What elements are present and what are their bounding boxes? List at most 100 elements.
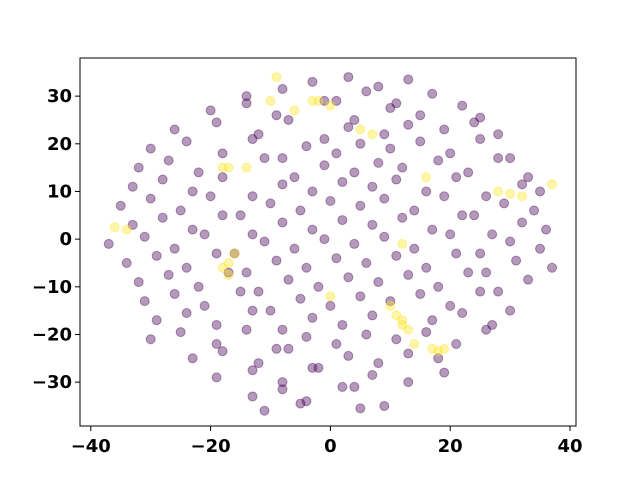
scatter-point <box>337 319 348 330</box>
scatter-point <box>403 119 414 130</box>
x-tick-label: −40 <box>71 436 111 457</box>
scatter-point <box>373 358 384 369</box>
scatter-point <box>277 377 288 388</box>
scatter-point <box>487 319 498 330</box>
scatter-point <box>469 210 480 221</box>
scatter-point <box>247 365 258 376</box>
scatter-point <box>223 267 234 278</box>
scatter-point <box>433 281 444 292</box>
scatter-point <box>235 286 246 297</box>
scatter-point <box>295 293 306 304</box>
scatter-point <box>325 300 336 311</box>
scatter-point <box>241 267 252 278</box>
scatter-point <box>109 222 120 233</box>
scatter-point <box>331 339 342 350</box>
scatter-point <box>235 210 246 221</box>
scatter-point <box>427 224 438 235</box>
scatter-point <box>337 381 348 392</box>
scatter-point <box>343 350 354 361</box>
scatter-point <box>427 343 438 354</box>
scatter-point <box>403 324 414 335</box>
scatter-point <box>199 229 210 240</box>
scatter-point <box>277 384 288 395</box>
scatter-point <box>523 172 534 183</box>
scatter-point <box>283 343 294 354</box>
scatter-point <box>397 212 408 223</box>
scatter-point <box>535 186 546 197</box>
scatter-point <box>475 286 486 297</box>
scatter-point <box>337 176 348 187</box>
scatter-point <box>373 277 384 288</box>
scatter-point <box>337 215 348 226</box>
scatter-point <box>169 124 180 135</box>
scatter-point <box>151 315 162 326</box>
scatter-point <box>475 134 486 145</box>
scatter-point <box>259 153 270 164</box>
scatter-point <box>121 257 132 268</box>
scatter-point <box>409 243 420 254</box>
scatter-point <box>445 148 456 159</box>
scatter-point <box>259 236 270 247</box>
x-tick-label: 20 <box>438 436 463 457</box>
scatter-point <box>415 110 426 121</box>
scatter-point <box>409 339 420 350</box>
scatter-point <box>493 286 504 297</box>
scatter-point <box>481 324 492 335</box>
scatter-point <box>469 117 480 128</box>
scatter-point <box>217 148 228 159</box>
scatter-point <box>367 129 378 140</box>
scatter-point <box>247 229 258 240</box>
scatter-point <box>283 114 294 125</box>
scatter-point <box>505 236 516 247</box>
scatter-point <box>289 172 300 183</box>
scatter-point <box>133 277 144 288</box>
scatter-point <box>361 329 372 340</box>
scatter-point <box>475 248 486 259</box>
scatter-point <box>307 186 318 197</box>
scatter-point <box>385 300 396 311</box>
scatter-point <box>301 331 312 342</box>
scatter-point <box>439 367 450 378</box>
scatter-point <box>433 346 444 357</box>
scatter-point <box>445 229 456 240</box>
scatter-point <box>181 308 192 319</box>
scatter-point <box>139 231 150 242</box>
scatter-point <box>121 224 132 235</box>
scatter-point <box>475 112 486 123</box>
scatter-point <box>277 217 288 228</box>
scatter-point <box>181 262 192 273</box>
scatter-point <box>265 95 276 106</box>
scatter-point <box>349 238 360 249</box>
scatter-point <box>169 288 180 299</box>
scatter-point <box>283 274 294 285</box>
scatter-point <box>307 224 318 235</box>
scatter-point <box>361 257 372 268</box>
scatter-point <box>457 308 468 319</box>
scatter-point <box>439 124 450 135</box>
y-tick-label: 10 <box>47 181 72 202</box>
scatter-point <box>271 255 282 266</box>
scatter-point <box>391 310 402 321</box>
scatter-point <box>463 167 474 178</box>
scatter-point <box>211 248 222 259</box>
scatter-point <box>349 381 360 392</box>
scatter-point <box>319 160 330 171</box>
y-tick-label: 20 <box>47 134 72 155</box>
scatter-point <box>169 243 180 254</box>
scatter-point <box>349 167 360 178</box>
scatter-point <box>241 98 252 109</box>
scatter-point <box>223 257 234 268</box>
scatter-point <box>313 362 324 373</box>
scatter-point <box>127 181 138 192</box>
x-tick-label: −20 <box>191 436 231 457</box>
scatter-point <box>451 248 462 259</box>
scatter-point <box>367 310 378 321</box>
scatter-point <box>541 224 552 235</box>
scatter-point <box>403 74 414 85</box>
scatter-point <box>487 229 498 240</box>
scatter-point <box>343 272 354 283</box>
scatter-point <box>493 129 504 140</box>
scatter-point <box>391 98 402 109</box>
